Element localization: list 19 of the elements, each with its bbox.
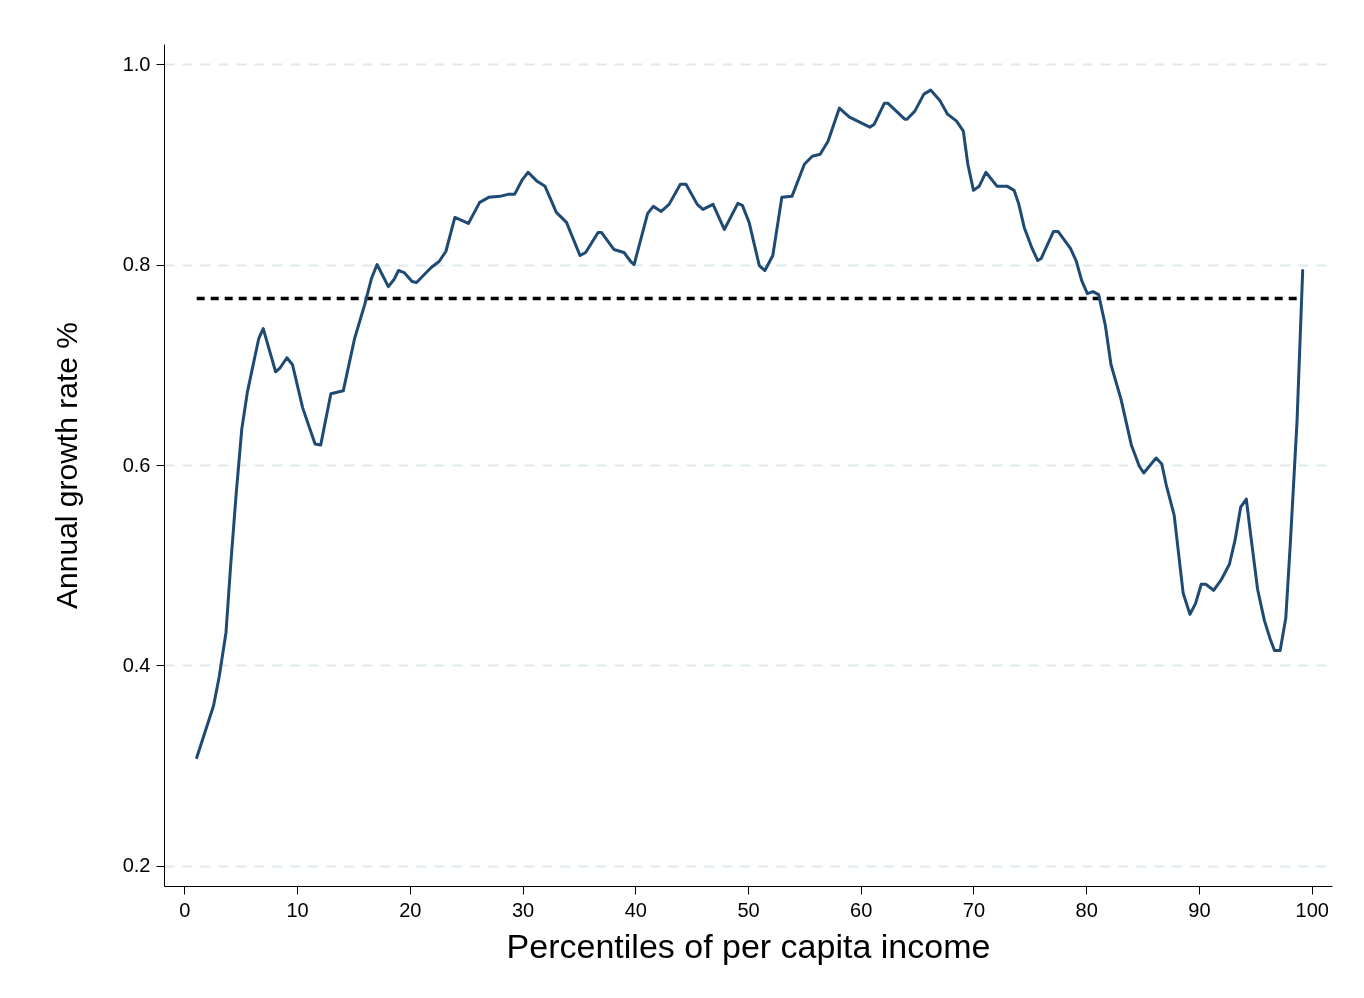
x-tick-label: 60 [850,898,873,921]
line-series [195,88,1305,760]
x-tick-label: 10 [286,898,309,921]
x-axis-title: Percentiles of per capita income [506,926,991,965]
y-tick-label: 0.6 [122,453,151,476]
x-tick-label: 80 [1075,898,1098,921]
y-tick-label: 1.0 [122,52,151,75]
x-tick-label: 90 [1188,898,1211,921]
x-tick-label: 0 [179,898,191,921]
x-tick-label: 70 [962,898,986,921]
y-tick-label: 0.2 [122,854,151,877]
y-axis-title: Annual growth rate % [49,322,83,609]
x-tick-label: 20 [399,898,422,921]
x-tick-label: 40 [624,898,647,921]
x-tick-label: 100 [1295,898,1329,921]
y-tick-label: 0.4 [122,653,151,676]
x-tick-label: 50 [737,898,760,921]
x-tick-label: 30 [511,898,535,921]
y-tick-label: 0.8 [122,253,151,276]
